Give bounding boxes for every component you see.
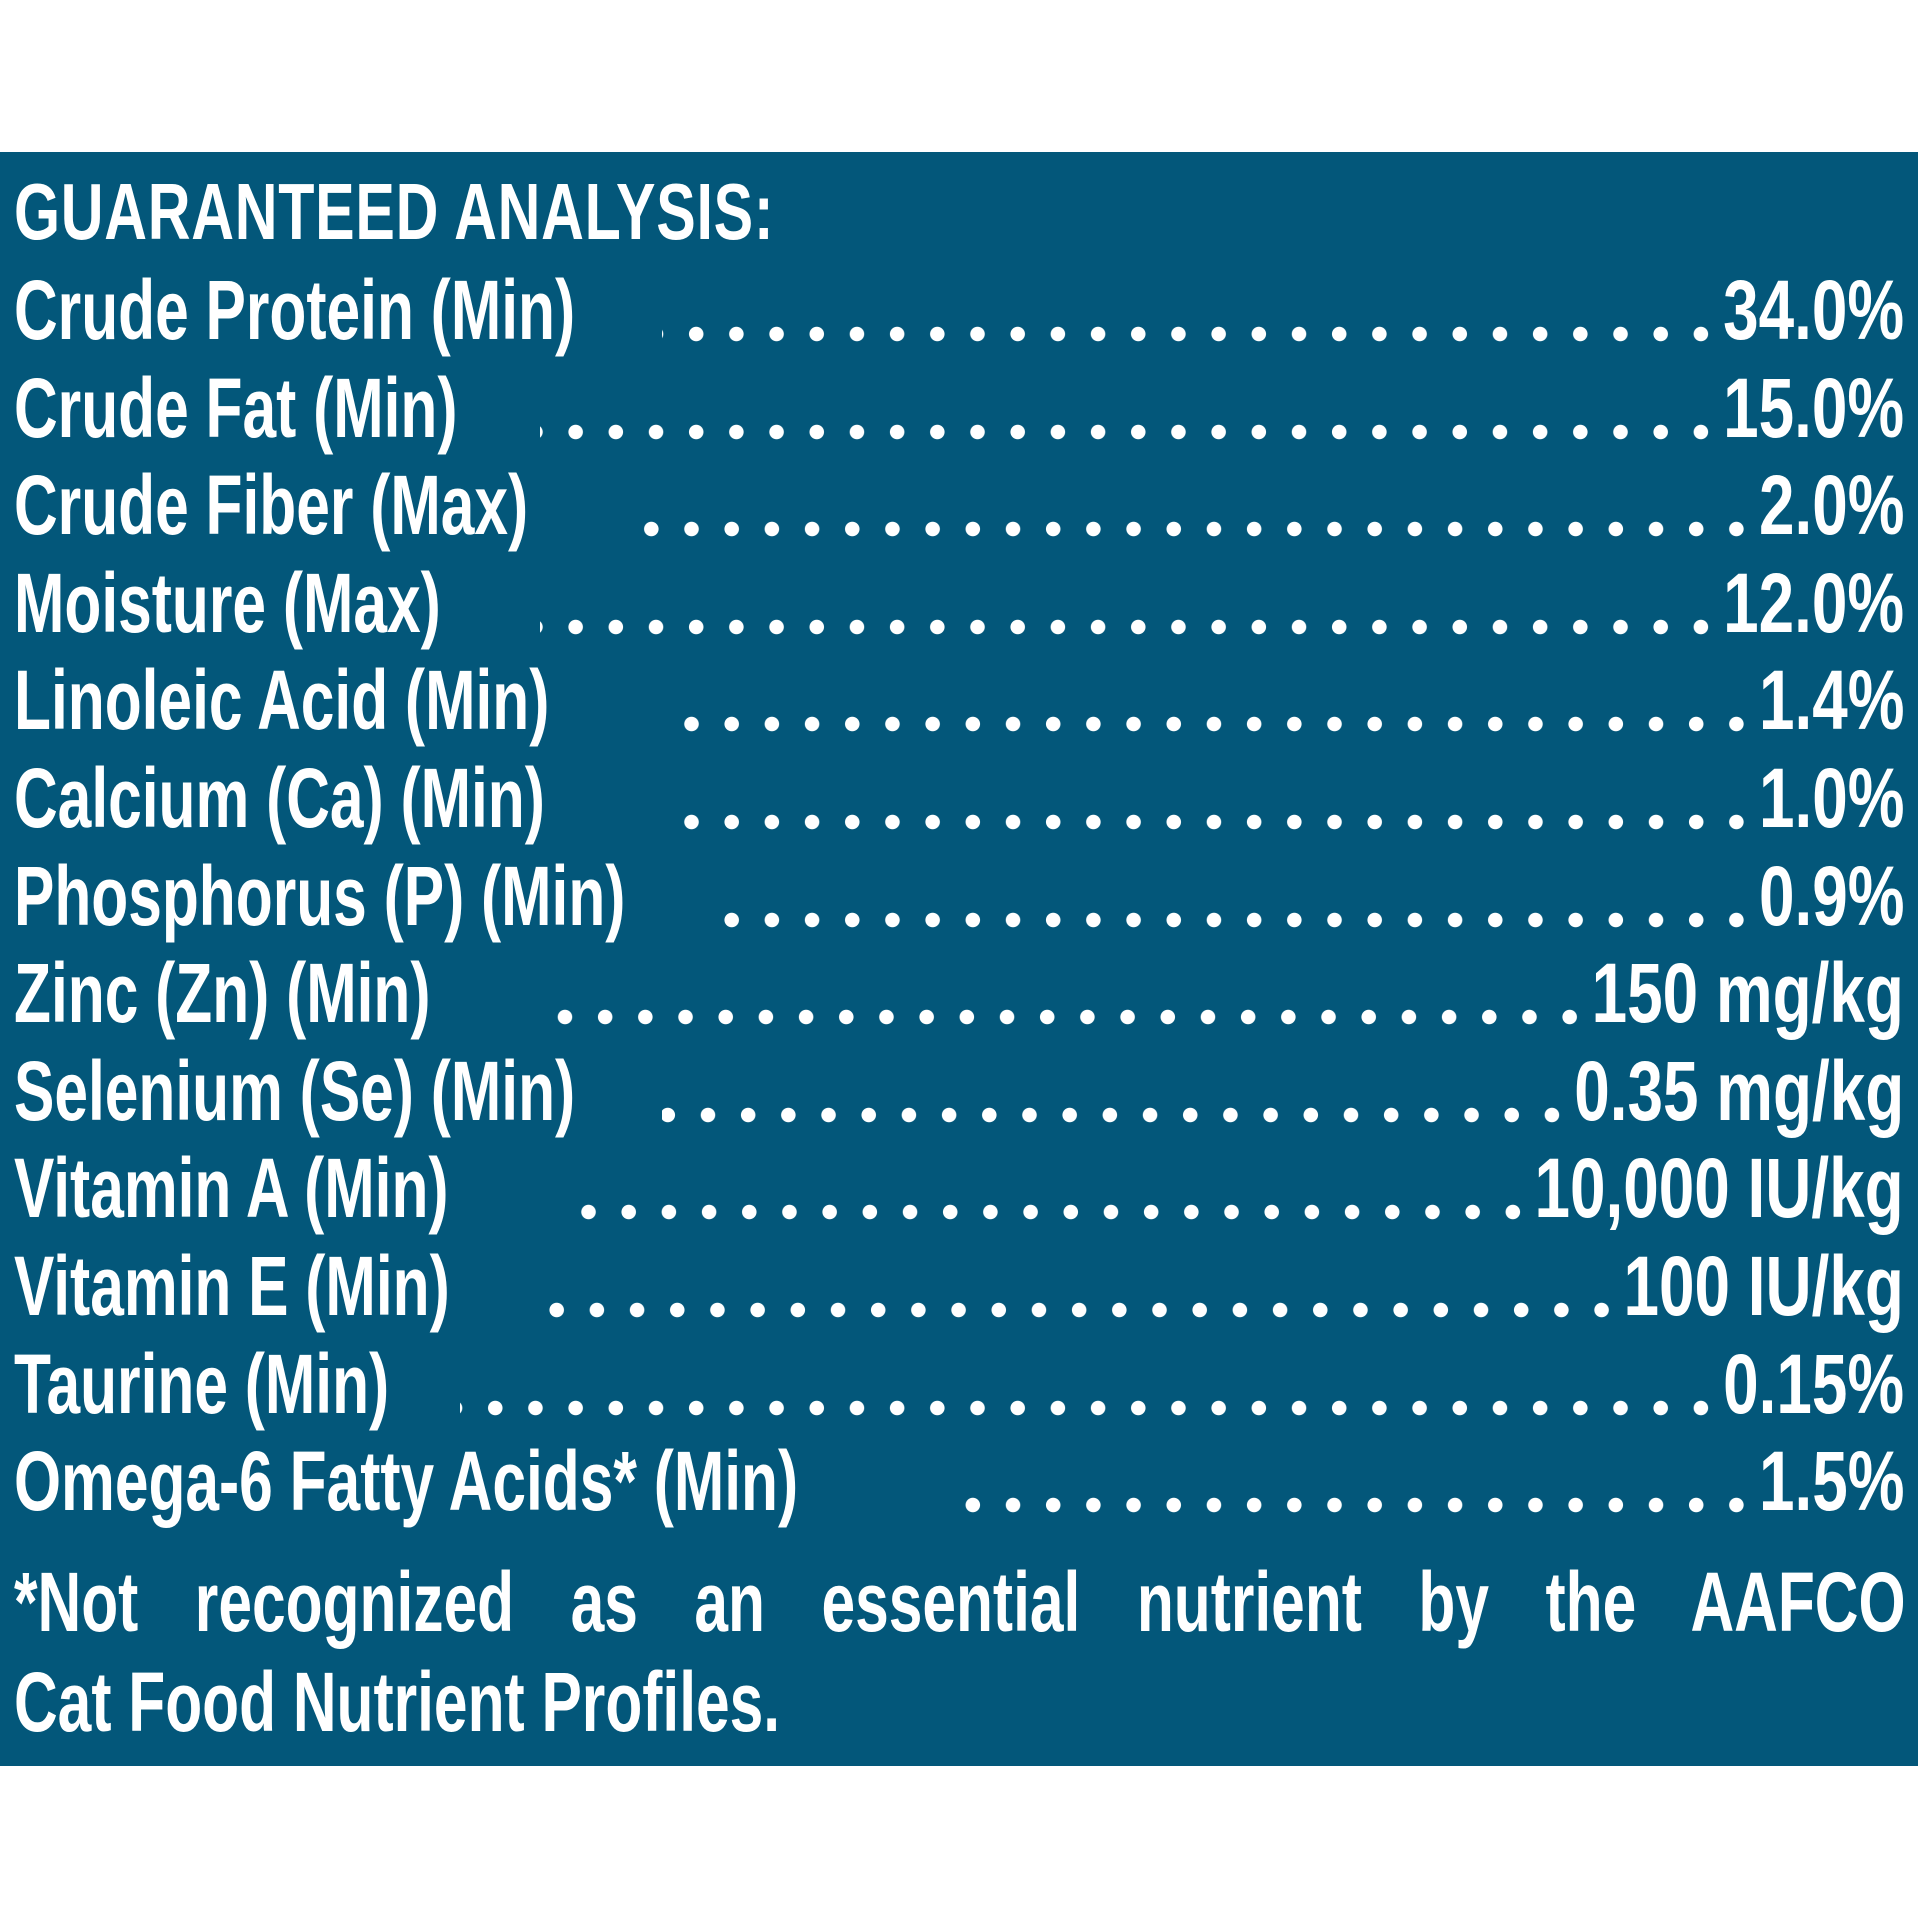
panel-title: GUARANTEED ANALYSIS: xyxy=(14,167,775,256)
nutrient-label: Crude Fiber (Max) xyxy=(14,458,529,553)
leader-dots xyxy=(662,813,1757,830)
analysis-row: Moisture (Max) 12.0% xyxy=(14,555,1904,653)
analysis-row: Phosphorus (P) (Min) 0.9% xyxy=(14,848,1904,946)
nutrient-label: Calcium (Ca) (Min) xyxy=(14,750,545,845)
footnote: *Not recognized as an essential nutrient… xyxy=(14,1552,1906,1752)
nutrient-label: Vitamin E (Min) xyxy=(14,1238,450,1333)
leader-dots xyxy=(540,1301,1622,1318)
leader-dots xyxy=(540,618,1721,635)
nutrient-value: 1.4% xyxy=(1758,653,1904,748)
leader-dots xyxy=(702,911,1757,928)
analysis-row: Taurine (Min) 0.15% xyxy=(14,1336,1904,1434)
nutrient-label: Moisture (Max) xyxy=(14,555,441,650)
leader-dots xyxy=(540,1009,1590,1026)
leader-dots xyxy=(540,423,1721,440)
footnote-line-1: *Not recognized as an essential nutrient… xyxy=(14,1555,1906,1649)
leader-dots xyxy=(942,1497,1757,1514)
nutrient-value: 150 mg/kg xyxy=(1591,946,1904,1041)
nutrient-value: 0.15% xyxy=(1722,1336,1904,1431)
analysis-table: Crude Protein (Min) 34.0% Crude Fat (Min… xyxy=(14,262,1904,1531)
analysis-row: Zinc (Zn) (Min) 150 mg/kg xyxy=(14,945,1904,1043)
nutrient-value: 100 IU/kg xyxy=(1623,1238,1904,1333)
nutrient-label: Phosphorus (P) (Min) xyxy=(14,848,626,943)
analysis-row: Calcium (Ca) (Min) 1.0% xyxy=(14,750,1904,848)
leader-dots xyxy=(662,716,1757,733)
nutrient-label: Taurine (Min) xyxy=(14,1336,390,1431)
analysis-row: Vitamin A (Min) 10,000 IU/kg xyxy=(14,1140,1904,1238)
analysis-row: Crude Fat (Min) 15.0% xyxy=(14,360,1904,458)
analysis-row: Crude Protein (Min) 34.0% xyxy=(14,262,1904,360)
nutrient-label: Zinc (Zn) (Min) xyxy=(14,946,431,1041)
nutrient-label: Crude Fat (Min) xyxy=(14,360,458,455)
nutrient-value: 2.0% xyxy=(1758,458,1904,553)
nutrient-value: 1.5% xyxy=(1758,1434,1904,1529)
footnote-line-2: Cat Food Nutrient Profiles. xyxy=(14,1655,781,1749)
analysis-row: Omega-6 Fatty Acids* (Min) 1.5% xyxy=(14,1433,1904,1531)
analysis-row: Linoleic Acid (Min) 1.4% xyxy=(14,652,1904,750)
nutrient-value: 12.0% xyxy=(1722,555,1904,650)
leader-dots xyxy=(662,1106,1573,1123)
nutrient-value: 0.9% xyxy=(1758,848,1904,943)
leader-dots xyxy=(622,521,1757,538)
guaranteed-analysis-panel: GUARANTEED ANALYSIS: Crude Protein (Min)… xyxy=(0,152,1918,1766)
nutrient-label: Omega-6 Fatty Acids* (Min) xyxy=(14,1434,799,1529)
leader-dots xyxy=(580,1204,1533,1221)
nutrient-label: Selenium (Se) (Min) xyxy=(14,1043,576,1138)
nutrient-value: 34.0% xyxy=(1722,263,1904,357)
nutrient-label: Crude Protein (Min) xyxy=(14,263,576,357)
nutrient-label: Linoleic Acid (Min) xyxy=(14,653,550,748)
nutrient-value: 0.35 mg/kg xyxy=(1574,1043,1904,1138)
analysis-row: Selenium (Se) (Min) 0.35 mg/kg xyxy=(14,1043,1904,1141)
leader-dots xyxy=(662,326,1721,342)
leader-dots xyxy=(460,1399,1721,1416)
nutrient-value: 10,000 IU/kg xyxy=(1534,1141,1904,1236)
analysis-row: Crude Fiber (Max) 2.0% xyxy=(14,457,1904,555)
nutrient-value: 15.0% xyxy=(1722,360,1904,455)
nutrient-label: Vitamin A (Min) xyxy=(14,1141,449,1236)
analysis-row: Vitamin E (Min) 100 IU/kg xyxy=(14,1238,1904,1336)
nutrient-value: 1.0% xyxy=(1758,750,1904,845)
